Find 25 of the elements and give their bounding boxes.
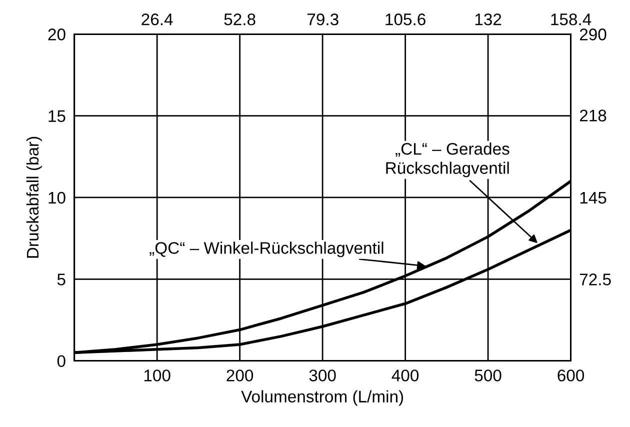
x2-tick-label: 132 (475, 14, 502, 26)
x2-tick-label: 79.3 (308, 14, 338, 26)
y-tick-label: 20 (48, 28, 66, 40)
y-tick-label: 15 (48, 110, 66, 122)
x2-tick-label: 52.8 (224, 14, 256, 26)
y-tick-label: 10 (48, 192, 66, 204)
x-tick-label: 200 (226, 370, 254, 382)
x-tick-label: 600 (558, 370, 584, 382)
annotation: „QC“ – Winkel-Rückschlagventil (150, 242, 384, 258)
y-tick-label: 0 (57, 355, 66, 368)
y2-tick-label: 145 (580, 192, 606, 204)
x-axis-title: Volumenstrom (L/min) (241, 390, 404, 406)
y2-tick-label: 72.5 (580, 274, 611, 286)
y-tick-label: 5 (57, 274, 66, 286)
x-tick-label: 500 (474, 370, 502, 382)
x-tick-label: 400 (392, 370, 419, 382)
x-tick-label: 300 (309, 370, 336, 382)
x2-tick-label: 105.6 (386, 14, 426, 26)
y-axis-title: Druckabfall (bar) (26, 136, 42, 258)
y2-tick-label: 290 (580, 28, 606, 40)
y2-tick-label: 218 (580, 110, 606, 122)
x2-tick-label: 26.4 (142, 14, 173, 26)
x2-tick-label: 158.4 (551, 14, 592, 26)
x-tick-label: 100 (144, 370, 170, 382)
annotation: „CL“ – Gerades Rückschlagventil (386, 142, 510, 178)
